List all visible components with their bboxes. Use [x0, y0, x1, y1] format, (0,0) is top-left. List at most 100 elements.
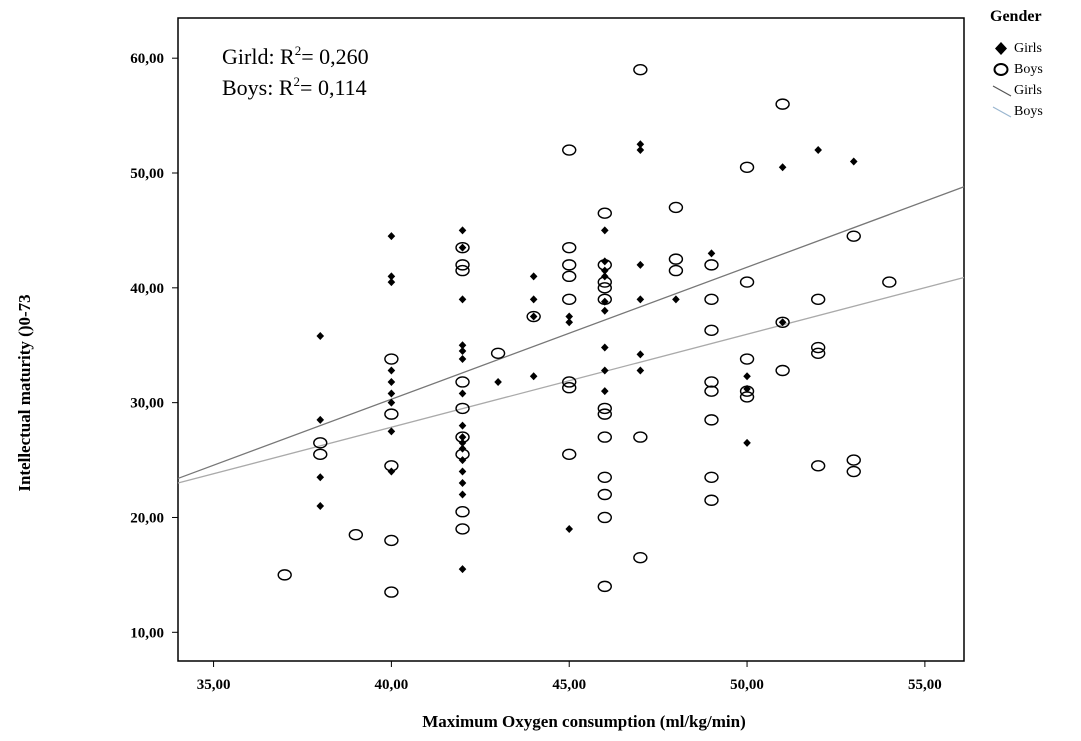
point-boys — [704, 376, 719, 388]
point-boys — [704, 414, 719, 426]
y-tick-label: 20,00 — [130, 510, 164, 526]
r2-boys-sup: 2 — [294, 74, 301, 89]
point-boys — [455, 523, 470, 535]
point-boys — [597, 259, 612, 271]
point-boys — [277, 569, 292, 581]
point-girls — [458, 433, 467, 442]
point-boys — [597, 511, 612, 524]
point-boys — [562, 382, 577, 394]
point-girls — [387, 389, 396, 398]
point-boys — [846, 465, 861, 478]
point-girls — [387, 232, 396, 241]
point-girls — [316, 332, 325, 341]
point-boys — [668, 253, 684, 265]
x-tick-label: 40,00 — [375, 677, 409, 693]
point-boys — [597, 471, 612, 483]
point-girls — [743, 372, 751, 381]
point-girls — [387, 398, 396, 407]
fit-line-dark-icon — [992, 85, 1012, 97]
x-axis-label: Maximum Oxygen consumption (ml/kg/min) — [422, 712, 746, 731]
y-tick-label: 50,00 — [130, 166, 164, 182]
point-girls — [387, 366, 396, 375]
point-boys — [775, 364, 790, 377]
circle-open-icon — [993, 63, 1009, 76]
legend-label-boys-marker: Boys — [1014, 61, 1043, 77]
point-boys — [668, 264, 684, 277]
point-boys — [597, 293, 612, 306]
point-boys — [455, 506, 470, 518]
point-boys — [668, 201, 684, 214]
point-boys — [455, 241, 470, 254]
point-boys — [704, 259, 719, 271]
point-boys — [384, 460, 399, 472]
point-girls — [458, 490, 467, 499]
legend-item-girls-marker: Girls — [990, 38, 1080, 59]
point-boys — [384, 586, 399, 598]
point-boys — [846, 454, 861, 466]
point-boys — [455, 259, 470, 271]
point-girls — [387, 377, 396, 386]
point-girls — [636, 140, 645, 149]
point-boys — [597, 207, 612, 219]
point-boys — [846, 230, 861, 242]
point-girls — [458, 479, 467, 488]
point-girls — [316, 415, 325, 424]
point-girls — [458, 421, 467, 430]
point-girls — [636, 366, 645, 375]
r2-girls-sup: 2 — [295, 43, 302, 58]
point-girls — [743, 438, 751, 447]
point-boys — [597, 580, 612, 593]
point-boys — [348, 528, 364, 541]
point-boys — [597, 431, 612, 443]
point-boys — [455, 448, 470, 461]
point-girls — [565, 524, 574, 533]
y-tick-label: 40,00 — [130, 281, 164, 297]
point-girls — [387, 272, 396, 281]
x-tick-label: 55,00 — [908, 677, 942, 693]
point-girls — [636, 295, 645, 304]
point-boys — [633, 63, 648, 76]
r2-boys-value: = 0,114 — [300, 75, 367, 100]
legend-item-boys-marker: Boys — [990, 59, 1080, 80]
point-girls — [458, 226, 467, 235]
point-boys — [739, 385, 755, 397]
legend-label-girls-marker: Girls — [1014, 40, 1042, 56]
point-boys — [526, 310, 541, 323]
legend-title: Gender — [990, 8, 1042, 25]
point-girls — [458, 346, 467, 355]
point-girls — [565, 312, 574, 321]
point-boys — [633, 551, 648, 564]
point-boys — [455, 376, 470, 388]
point-girls — [387, 278, 396, 287]
point-boys — [562, 144, 577, 156]
point-boys — [882, 276, 897, 288]
point-boys — [704, 385, 719, 397]
point-girls — [636, 260, 645, 269]
point-girls — [458, 438, 467, 447]
point-boys — [810, 341, 826, 354]
point-boys — [562, 270, 577, 283]
point-boys — [739, 161, 755, 173]
point-girls — [458, 295, 467, 304]
point-boys — [739, 353, 755, 365]
point-girls — [778, 163, 787, 172]
point-boys — [633, 431, 648, 443]
point-boys — [775, 98, 790, 110]
point-boys — [562, 448, 577, 461]
r2-annotation-boys: Boys: R2= 0,114 — [222, 74, 367, 100]
point-boys — [704, 324, 719, 337]
point-girls — [600, 266, 609, 275]
point-girls — [387, 467, 396, 476]
point-boys — [455, 264, 470, 277]
point-girls — [458, 456, 467, 465]
plot-area — [177, 17, 965, 662]
point-girls — [316, 473, 325, 482]
point-boys — [313, 448, 328, 461]
point-girls — [636, 350, 645, 359]
y-tick-label: 10,00 — [130, 625, 164, 641]
y-axis-label: Intellectual maturity ()0-73 — [15, 294, 34, 491]
point-girls — [387, 427, 396, 436]
point-boys — [704, 494, 719, 506]
point-boys — [597, 282, 612, 294]
point-girls — [529, 295, 538, 304]
